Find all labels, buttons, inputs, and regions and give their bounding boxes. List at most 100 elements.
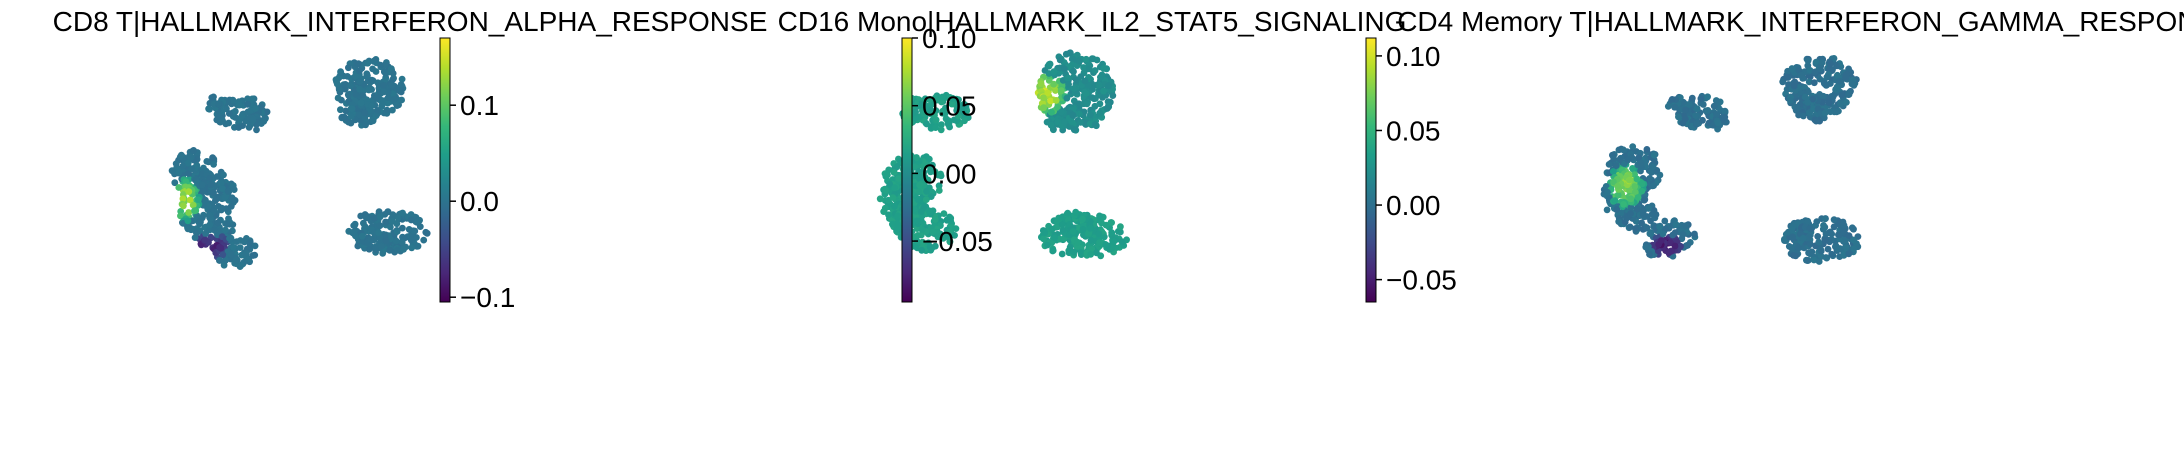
umap-point xyxy=(1614,191,1622,199)
umap-point xyxy=(1693,105,1701,113)
umap-point xyxy=(416,223,424,231)
umap-point xyxy=(423,229,431,237)
umap-point xyxy=(1069,228,1077,235)
umap-point xyxy=(938,93,946,101)
colorbar-tick-label: 0.0 xyxy=(460,186,499,217)
umap-point xyxy=(193,229,200,237)
umap-point xyxy=(1110,238,1118,245)
umap-point xyxy=(1656,223,1663,231)
umap-point xyxy=(1823,254,1831,262)
umap-point xyxy=(1843,70,1850,78)
umap-point xyxy=(199,186,207,194)
umap-point xyxy=(1671,103,1678,111)
umap-point xyxy=(1824,245,1832,253)
umap-point xyxy=(1657,237,1665,245)
umap-point xyxy=(1095,230,1103,238)
umap-point xyxy=(1692,112,1699,119)
umap-point xyxy=(172,160,180,168)
umap-point xyxy=(210,189,218,197)
umap-point xyxy=(365,86,373,94)
umap-point xyxy=(180,202,187,210)
umap-point xyxy=(1047,121,1055,129)
umap-point xyxy=(1627,210,1634,217)
umap-point xyxy=(342,81,349,88)
umap-point xyxy=(1659,230,1667,238)
umap-point xyxy=(364,59,372,67)
umap-point xyxy=(1838,91,1845,99)
umap-point xyxy=(238,112,246,120)
umap-point xyxy=(386,246,394,254)
umap-point xyxy=(923,120,931,128)
umap-point xyxy=(917,208,925,216)
umap-point xyxy=(932,116,940,124)
umap-point xyxy=(1632,225,1639,233)
umap-point xyxy=(230,243,237,251)
umap-point xyxy=(1074,238,1081,246)
colorbar xyxy=(901,37,913,303)
umap-point xyxy=(168,167,176,175)
umap-point xyxy=(394,246,401,254)
umap-point xyxy=(1087,236,1095,244)
umap-point xyxy=(347,119,355,127)
umap-point xyxy=(929,228,937,236)
umap-point xyxy=(912,163,919,170)
umap-point xyxy=(1671,229,1679,237)
umap-point xyxy=(393,220,401,228)
umap-point xyxy=(1848,224,1856,232)
umap-point xyxy=(394,214,402,222)
umap-point xyxy=(913,154,920,161)
umap-point xyxy=(926,96,934,103)
umap-point xyxy=(1697,95,1705,103)
umap-point xyxy=(413,243,421,250)
umap-point xyxy=(1818,59,1826,66)
umap-point xyxy=(376,213,384,221)
umap-point xyxy=(1817,247,1825,255)
umap-point xyxy=(1801,93,1809,101)
umap-point xyxy=(1075,57,1083,65)
umap-point xyxy=(952,225,960,233)
umap-point xyxy=(894,212,901,220)
umap-point xyxy=(1661,217,1669,225)
umap-point xyxy=(222,226,229,234)
umap-point xyxy=(201,236,209,244)
umap-point xyxy=(1096,239,1103,247)
umap-point xyxy=(1080,231,1087,239)
umap-point xyxy=(1079,215,1086,223)
umap-scatter-3: −0.05 0.00 0.05 0.10 xyxy=(1365,37,1862,303)
umap-point xyxy=(1850,236,1857,244)
umap-point xyxy=(211,226,219,234)
umap-point xyxy=(895,175,902,182)
umap-point xyxy=(1108,219,1115,227)
panel-3: CD4 Memory T|HALLMARK_INTERFERON_GAMMA_R… xyxy=(1080,0,2184,452)
umap-point xyxy=(369,65,376,73)
umap-point xyxy=(374,107,382,114)
umap-point xyxy=(1805,233,1813,241)
umap-point xyxy=(1627,204,1635,212)
umap-point xyxy=(175,168,183,176)
umap-point xyxy=(413,234,420,241)
umap-point xyxy=(1605,161,1613,168)
umap-point xyxy=(384,208,392,216)
umap-point xyxy=(1662,225,1670,233)
umap-point xyxy=(1790,82,1798,90)
umap-point xyxy=(891,184,898,192)
umap-point xyxy=(1845,250,1853,258)
umap-point xyxy=(1652,211,1660,218)
umap-point xyxy=(387,223,394,231)
umap-point xyxy=(1646,230,1654,238)
umap-point xyxy=(1825,99,1833,107)
umap-point xyxy=(1810,256,1818,264)
umap-point xyxy=(384,94,392,101)
umap-point xyxy=(886,180,894,188)
umap-point xyxy=(938,121,945,128)
umap-point xyxy=(1631,183,1639,190)
umap-point xyxy=(355,60,362,68)
umap-point xyxy=(225,110,233,117)
umap-point xyxy=(1845,232,1853,240)
umap-point xyxy=(232,114,239,121)
umap-point xyxy=(369,77,377,85)
umap-point xyxy=(920,163,927,171)
umap-point xyxy=(225,119,233,127)
umap-point xyxy=(893,163,901,171)
umap-point xyxy=(389,76,396,84)
